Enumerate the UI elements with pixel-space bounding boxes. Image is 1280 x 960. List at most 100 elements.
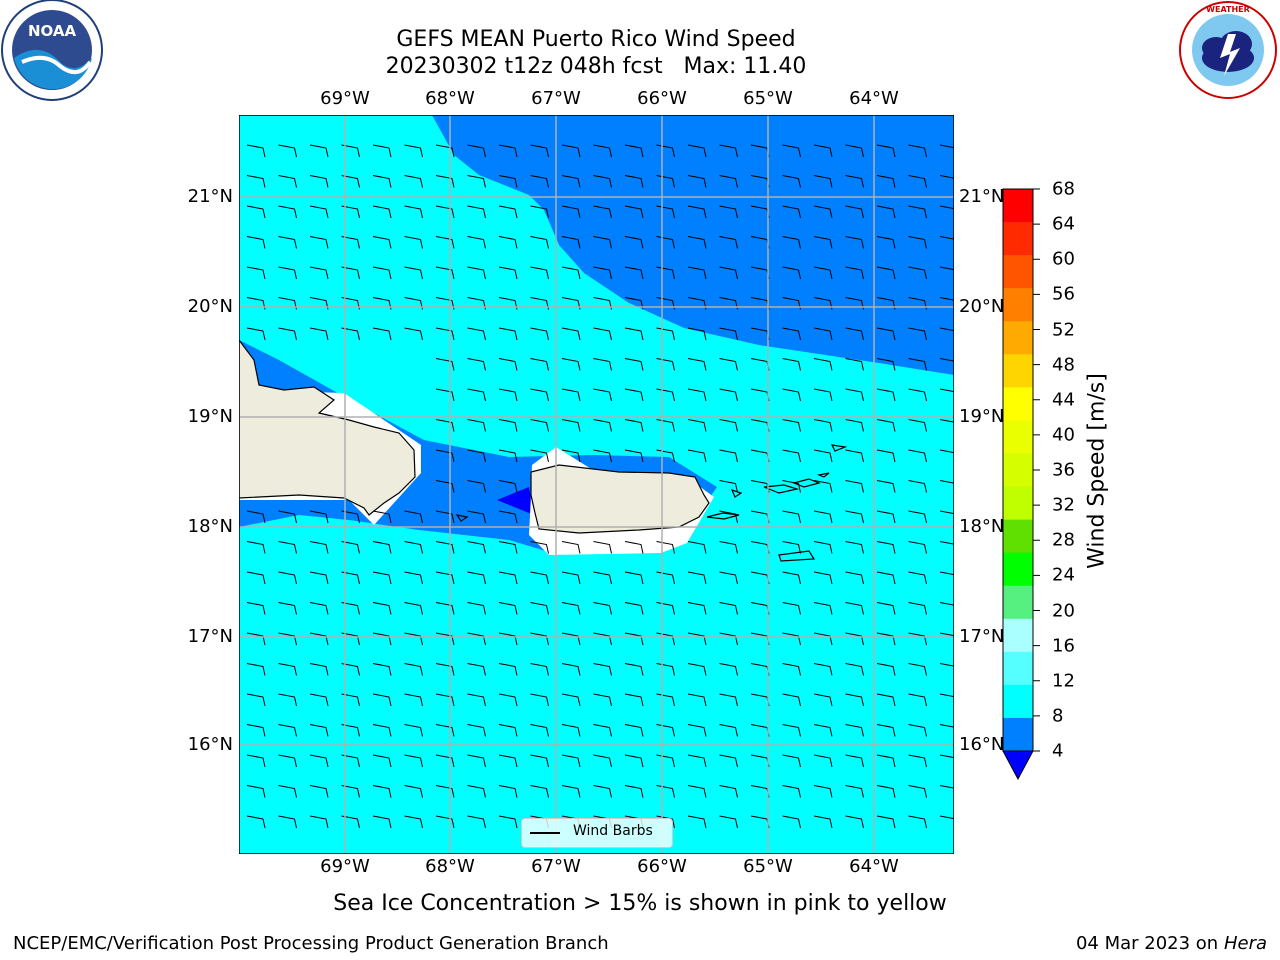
longitude-label-bottom: 68°W [425, 856, 475, 877]
wind-barb [372, 602, 392, 615]
colorbar-segment [1003, 486, 1033, 521]
wind-barb [939, 693, 954, 698]
wind-barb [246, 266, 266, 280]
colorbar-segment [1003, 222, 1033, 256]
wind-barb [845, 449, 864, 463]
wind-barb [561, 785, 581, 798]
latitude-label-right: 20°N [959, 296, 1005, 317]
colorbar-extend-triangle [1002, 750, 1034, 781]
wind-barb [687, 419, 707, 432]
wind-barb [813, 419, 833, 432]
colorbar-tick-label: 32 [1052, 494, 1075, 516]
wind-barb [813, 632, 833, 646]
wind-barb [467, 602, 486, 615]
wind-barb [908, 480, 927, 493]
wind-barb [939, 266, 954, 271]
wind-barb [530, 693, 549, 707]
colorbar-tick-label: 56 [1052, 283, 1075, 305]
footer-date: 04 Mar 2023 on Hera [1076, 933, 1267, 954]
wind-barb [939, 236, 954, 240]
wind-barb [687, 205, 707, 219]
wind-barb [561, 175, 581, 188]
wind-barb [845, 693, 864, 707]
wind-barb [624, 266, 644, 280]
wind-barb [467, 510, 486, 524]
wind-barb [813, 266, 833, 280]
wind-barb [939, 358, 954, 362]
wind-barb [813, 815, 833, 829]
wind-barb [561, 541, 581, 554]
wind-barb [939, 388, 954, 393]
wind-barb [687, 602, 707, 615]
latitude-label-left: 18°N [187, 516, 233, 537]
wind-barb [498, 571, 518, 585]
wind-barb [435, 815, 455, 829]
wind-barb [813, 693, 833, 707]
wind-barb [404, 541, 423, 554]
wind-barb [372, 571, 392, 585]
wind-barb [813, 785, 833, 798]
colorbar-tick-label: 12 [1052, 670, 1075, 692]
wind-barb [498, 602, 518, 615]
wind-barb [845, 541, 864, 554]
wind-barb [876, 602, 896, 615]
wind-barb [498, 419, 518, 432]
wind-barb [372, 632, 392, 646]
longitude-label-top: 68°W [425, 88, 475, 109]
wind-barb [278, 175, 297, 188]
wind-barb [372, 236, 392, 249]
wind-barb [908, 571, 927, 585]
wind-barb [404, 663, 423, 676]
wind-barb [498, 449, 518, 463]
wind-barb [687, 236, 707, 249]
wind-barb [719, 419, 738, 432]
wind-barb [876, 175, 896, 188]
wind-barb [876, 541, 896, 554]
wind-barb [845, 815, 864, 829]
latitude-label-right: 21°N [959, 186, 1005, 207]
wind-barb [530, 754, 549, 768]
wind-barb [782, 754, 801, 768]
wind-barb [435, 419, 455, 432]
wind-barb [719, 510, 738, 524]
wind-barb [845, 480, 864, 493]
wind-barb [782, 388, 801, 402]
wind-barb [309, 541, 329, 554]
wind-barb [908, 754, 927, 768]
wind-barb [309, 663, 329, 676]
longitude-label-top: 67°W [531, 88, 581, 109]
wind-barb [246, 510, 266, 524]
colorbar-tick-label: 64 [1052, 213, 1075, 235]
legend-line-icon [530, 832, 560, 834]
wind-barb [278, 205, 297, 219]
wind-barb [876, 632, 896, 646]
wind-barb [467, 205, 486, 219]
wind-barb [404, 724, 423, 737]
wind-barb [498, 510, 518, 524]
wind-barb [278, 632, 297, 646]
wind-barb [719, 266, 738, 280]
wind-barb [845, 754, 864, 768]
wind-barb [876, 419, 896, 432]
wind-barb [404, 754, 423, 768]
wind-barb [561, 724, 581, 737]
wind-barb [908, 388, 927, 402]
wind-barb [435, 754, 455, 768]
wind-barb [593, 632, 612, 646]
wind-barb [530, 724, 549, 737]
wind-barb [498, 632, 518, 646]
wind-barb [530, 541, 549, 554]
wind-barb [719, 388, 738, 402]
longitude-label-bottom: 67°W [531, 856, 581, 877]
wind-barb [719, 236, 738, 249]
wind-barb [435, 632, 455, 646]
wind-barb [498, 724, 518, 737]
wind-barb [435, 449, 455, 463]
wind-barb [530, 205, 549, 219]
wind-barb [593, 754, 612, 768]
wind-barb [782, 785, 801, 798]
wind-barb [908, 449, 927, 463]
wind-barb [782, 480, 801, 493]
colorbar-segment [1003, 552, 1033, 587]
wind-barb [624, 663, 644, 676]
